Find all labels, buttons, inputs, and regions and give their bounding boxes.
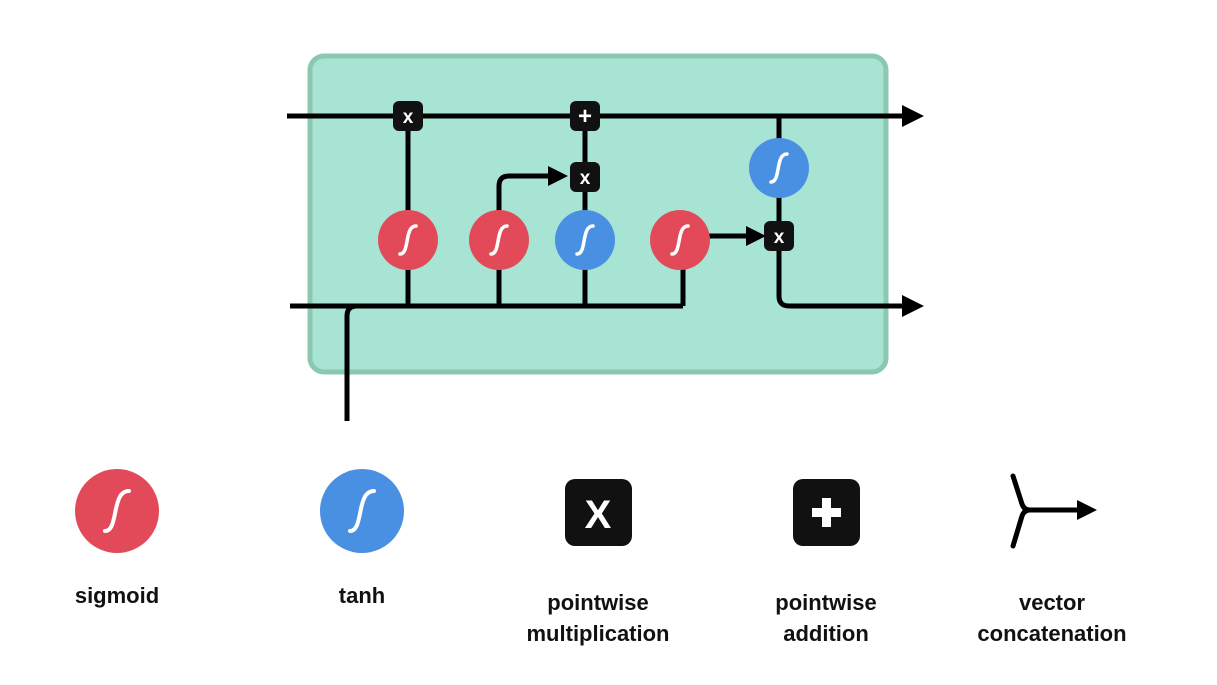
legend-label-tanh: tanh: [339, 583, 385, 608]
legend-item-multiplication: X pointwise multiplication: [527, 479, 670, 646]
output-gate-sigmoid: [650, 210, 710, 270]
candidate-tanh: [555, 210, 615, 270]
multiply-icon: X: [565, 479, 632, 546]
input-gate-line: [496, 173, 552, 306]
arrowhead-input-gate: [548, 166, 568, 186]
svg-text:+: +: [578, 103, 592, 130]
svg-text:x: x: [580, 168, 591, 189]
legend-label-addition-2: addition: [783, 621, 869, 646]
arrowhead-hidden-out: [902, 295, 924, 317]
svg-text:x: x: [774, 227, 785, 248]
add-icon: [793, 479, 860, 546]
arrowhead-output-gate: [746, 226, 766, 246]
sigmoid-icon: [75, 469, 159, 553]
legend-label-multiplication-1: pointwise: [547, 590, 648, 615]
output-multiply-op: x: [764, 221, 794, 251]
hidden-output-line: [776, 236, 906, 309]
forget-gate-sigmoid: [378, 210, 438, 270]
forget-multiply-op: x: [393, 101, 423, 131]
tanh-icon: [320, 469, 404, 553]
legend-item-concatenation: vector concatenation: [977, 473, 1127, 646]
legend-item-tanh: tanh: [320, 469, 404, 608]
legend: sigmoid tanh X pointwise multiplication: [75, 469, 1127, 646]
input-line: [344, 303, 358, 421]
legend-label-concatenation-2: concatenation: [977, 621, 1126, 646]
legend-label-addition-1: pointwise: [775, 590, 876, 615]
cell-output-tanh: [749, 138, 809, 198]
legend-item-sigmoid: sigmoid: [75, 469, 159, 608]
legend-label-sigmoid: sigmoid: [75, 583, 159, 608]
arrowheads: [548, 105, 924, 317]
legend-label-concatenation-1: vector: [1019, 590, 1085, 615]
cell-add-op: +: [570, 101, 600, 131]
svg-text:X: X: [585, 493, 612, 537]
input-gate-sigmoid: [469, 210, 529, 270]
legend-label-multiplication-2: multiplication: [527, 621, 670, 646]
svg-text:x: x: [403, 107, 414, 128]
input-multiply-op: x: [570, 162, 600, 192]
legend-item-addition: pointwise addition: [775, 479, 877, 646]
concatenation-icon: [1010, 473, 1097, 549]
arrowhead-cell-out: [902, 105, 924, 127]
